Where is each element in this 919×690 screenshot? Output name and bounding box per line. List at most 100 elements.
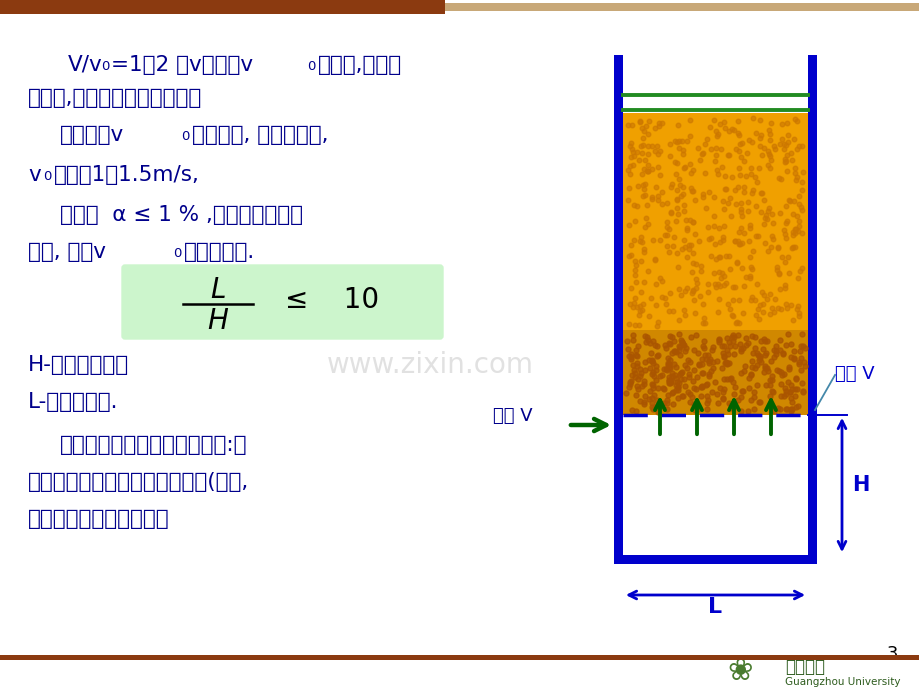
Point: [699, 350, 714, 361]
Point: [717, 122, 732, 133]
Point: [743, 136, 758, 147]
Point: [711, 294, 726, 305]
Point: [675, 235, 690, 246]
Point: [766, 351, 781, 362]
Point: [753, 129, 767, 140]
Point: [678, 223, 693, 234]
Point: [622, 239, 637, 250]
Point: [765, 217, 779, 228]
Point: [662, 377, 676, 388]
Point: [674, 135, 688, 146]
Point: [787, 242, 801, 253]
Point: [767, 340, 782, 351]
Point: [670, 382, 685, 393]
Point: [675, 338, 690, 349]
Point: [743, 187, 758, 198]
Point: [754, 286, 768, 297]
Point: [686, 257, 700, 268]
Point: [641, 355, 656, 366]
Point: [790, 220, 805, 231]
Point: [764, 231, 778, 242]
Point: [772, 138, 787, 149]
Point: [785, 241, 800, 252]
Point: [773, 174, 788, 185]
Point: [664, 181, 678, 193]
Point: [625, 147, 640, 158]
Point: [779, 303, 794, 314]
Point: [752, 132, 766, 144]
Point: [732, 139, 746, 150]
Point: [632, 363, 647, 374]
Point: [686, 294, 700, 305]
Point: [698, 380, 712, 391]
Point: [662, 374, 676, 385]
Point: [750, 350, 765, 361]
Point: [668, 168, 683, 179]
Point: [650, 195, 664, 206]
Point: [686, 344, 701, 355]
Point: [722, 303, 737, 314]
Bar: [807, 55, 816, 555]
Point: [706, 267, 720, 278]
Point: [675, 163, 690, 174]
Point: [794, 177, 809, 188]
Point: [706, 115, 720, 126]
Point: [772, 284, 787, 295]
Point: [630, 357, 644, 368]
Point: [769, 264, 784, 275]
Point: [740, 197, 754, 208]
Point: [668, 195, 683, 206]
Point: [635, 179, 650, 190]
Point: [672, 349, 686, 360]
Point: [623, 282, 638, 293]
Point: [773, 366, 788, 377]
Point: [715, 195, 730, 206]
Point: [703, 366, 718, 377]
Point: [667, 379, 682, 390]
Point: [650, 406, 664, 417]
Point: [697, 317, 711, 328]
Point: [777, 200, 792, 211]
Point: [719, 373, 733, 384]
Point: [793, 140, 808, 151]
Point: [643, 293, 658, 304]
Point: [771, 366, 786, 377]
Point: [682, 159, 697, 170]
Point: [642, 363, 657, 374]
Point: [694, 148, 709, 159]
Point: [743, 162, 758, 173]
Point: [712, 382, 727, 393]
Point: [627, 371, 641, 382]
Point: [720, 125, 735, 136]
Point: [790, 215, 805, 226]
Point: [773, 378, 788, 389]
Point: [644, 401, 659, 412]
Point: [730, 330, 744, 341]
Point: [797, 361, 811, 372]
Point: [636, 276, 651, 287]
Point: [668, 346, 683, 357]
Point: [632, 236, 647, 247]
Point: [646, 371, 661, 382]
Point: [620, 318, 635, 329]
Point: [696, 335, 710, 346]
Point: [687, 228, 702, 239]
Point: [777, 233, 792, 244]
Bar: [0, 0, 445, 14]
Point: [785, 314, 800, 325]
Text: H-进水室高度；: H-进水室高度；: [28, 355, 129, 375]
Point: [673, 342, 687, 353]
Point: [636, 399, 651, 410]
Point: [643, 191, 658, 202]
Point: [637, 190, 652, 201]
Point: [772, 344, 787, 355]
Point: [668, 385, 683, 396]
Point: [628, 259, 642, 270]
Point: [661, 358, 675, 369]
Point: [745, 347, 760, 358]
Point: [620, 195, 635, 206]
Text: 0: 0: [181, 130, 189, 143]
Point: [779, 166, 794, 177]
Point: [644, 141, 659, 152]
Point: [681, 369, 696, 380]
